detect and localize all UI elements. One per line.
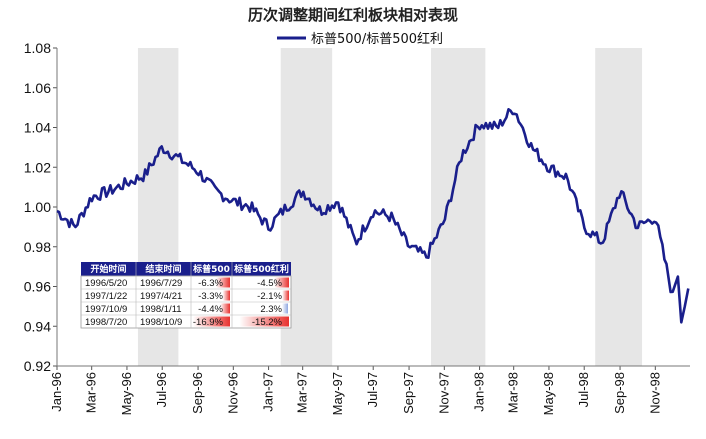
table-cell: -2.1%: [257, 291, 282, 302]
table-cell: -16.9%: [193, 317, 224, 328]
table-databar: [216, 277, 230, 288]
legend-label: 标普500/标普500红利: [311, 31, 443, 47]
table-cell: -15.2%: [252, 317, 283, 328]
x-tick-label: Mar-97: [295, 372, 310, 413]
table-header-cell: 结束时间: [145, 263, 181, 275]
series-line: [56, 108, 690, 324]
series-line-group: [56, 108, 690, 324]
x-tick-label: Mar-96: [84, 372, 99, 413]
y-tick-label: 0.96: [24, 279, 51, 295]
table-cell: -6.3%: [198, 278, 223, 289]
table-databar: [193, 316, 230, 327]
table-databar: [239, 316, 289, 327]
y-axis: 0.92 0.94 0.96 0.98 1.00 1.02 1.04 1.06 1.08: [24, 40, 57, 374]
table-cell: -4.5%: [257, 278, 282, 289]
y-tick-label: 1.08: [24, 40, 51, 56]
y-tick-label: 0.98: [24, 239, 51, 255]
table-cell: 1998/10/9: [140, 317, 182, 328]
x-tick-label: Sep-96: [190, 372, 205, 414]
shaded-periods: [137, 48, 643, 366]
x-tick-label: Jan-97: [261, 372, 276, 412]
table-cell: 1997/10/9: [85, 304, 127, 315]
table-databar: [282, 303, 288, 314]
x-tick-label: Sep-97: [401, 372, 416, 414]
table-header-cell: 开始时间: [90, 263, 126, 275]
table-cell: 1996/5/20: [85, 278, 127, 289]
x-tick-label: Mar-98: [506, 372, 521, 413]
table-databar: [274, 277, 289, 288]
x-tick-label: May-96: [119, 372, 134, 415]
table-cell: 1998/7/20: [85, 317, 127, 328]
y-tick-label: 1.02: [24, 159, 51, 175]
x-tick-label: Jul-97: [365, 372, 380, 407]
table-databar: [220, 303, 230, 314]
x-tick-label: Nov-98: [647, 372, 662, 414]
x-axis: Jan-96 Mar-96 May-96 Jul-96 Sep-96 Nov-96 Jan-…: [49, 366, 662, 415]
table-databar: [222, 290, 230, 301]
table-header-bg: [81, 262, 291, 276]
table-cell: -3.3%: [198, 291, 223, 302]
table-cell: 1996/7/29: [140, 278, 182, 289]
table-databar: [282, 290, 289, 301]
shaded-period-4: [595, 48, 643, 366]
x-tick-label: Nov-96: [225, 372, 240, 414]
y-tick-label: 0.94: [24, 318, 51, 334]
chart-title: 历次调整期间红利板块相对表现: [248, 6, 458, 24]
y-tick-label: 1.00: [24, 199, 51, 215]
table-cell: 1997/1/22: [85, 291, 127, 302]
table-cell: -4.4%: [198, 304, 223, 315]
plot-frame: [56, 48, 690, 367]
x-tick-label: Jul-96: [154, 372, 169, 407]
x-tick-label: May-98: [541, 372, 556, 415]
table-cell: 1997/4/21: [140, 291, 182, 302]
table-cell: 1998/1/11: [140, 304, 182, 315]
y-tick-label: 1.04: [24, 120, 51, 136]
table-header-cell: 标普500: [192, 263, 230, 275]
y-tick-label: 1.06: [24, 80, 51, 96]
table-header-cell: 标普500红利: [233, 263, 289, 275]
x-tick-label: Jul-98: [576, 372, 591, 407]
x-tick-label: Nov-97: [436, 372, 451, 414]
table-cell: 2.3%: [260, 304, 282, 315]
legend: 标普500/标普500红利: [277, 31, 443, 47]
x-tick-label: May-97: [330, 372, 345, 415]
x-tick-label: Jan-96: [49, 372, 64, 412]
shaded-period-3: [431, 48, 486, 366]
x-tick-label: Sep-98: [612, 372, 627, 414]
y-tick-label: 0.92: [24, 358, 51, 374]
x-tick-label: Jan-98: [472, 372, 487, 412]
drawdown-table: 开始时间 结束时间 标普500 标普500红利 1996/5/20 1996/7/29 -6…: [80, 262, 292, 329]
